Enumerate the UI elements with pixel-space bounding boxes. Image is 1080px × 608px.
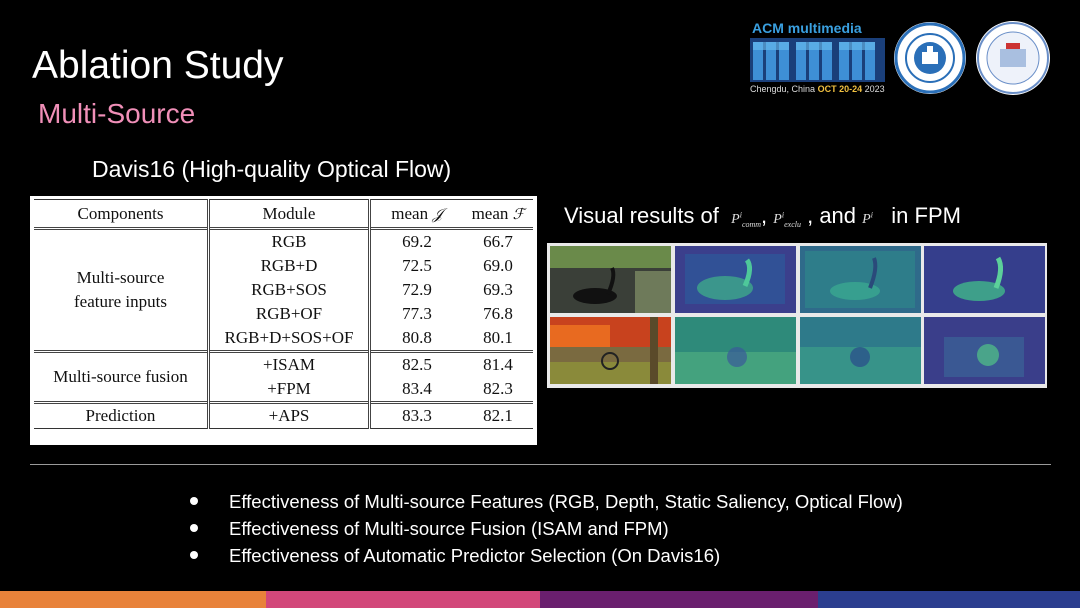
component-cell: Prediction: [34, 401, 210, 429]
p-comm-symbol: Picomm: [731, 210, 762, 229]
mean-f-cell: 81.4: [463, 350, 533, 377]
mean-f-cell: 69.3: [483, 280, 513, 299]
mean-f-cell: 76.8: [483, 304, 513, 323]
section-divider: [30, 464, 1051, 465]
mean-j-cell: 83.4: [402, 379, 432, 398]
footer-bar-purple: [540, 591, 818, 608]
table-row: RGB+D+SOS+OF 80.8 80.1: [34, 326, 533, 352]
bullet-icon: [190, 524, 198, 532]
swan-input-image: [550, 246, 671, 313]
swan-p-map: [924, 246, 1045, 313]
peng-cheng-laboratory-seal-icon: [976, 21, 1050, 95]
module-cell: RGB: [208, 227, 371, 254]
ablation-table-grid: Components Module mean 𝒥 mean ℱ Multi-so…: [34, 199, 533, 429]
mean-f-cell: 82.3: [483, 379, 513, 398]
acm-logo-location: Chengdu, China OCT 20-24 2023: [750, 84, 885, 94]
ablation-table: Components Module mean 𝒥 mean ℱ Multi-so…: [30, 196, 537, 445]
header-mean-j: mean 𝒥: [369, 199, 463, 229]
module-cell: RGB+D: [208, 254, 371, 278]
header-mean-f: mean ℱ: [463, 199, 533, 229]
swan-p-comm-map: [675, 246, 796, 313]
module-cell: +APS: [208, 401, 371, 429]
table-row: Prediction +APS 83.3 82.1: [34, 401, 533, 429]
slide-title: Ablation Study: [32, 44, 284, 87]
table-row: RGB+SOS 72.9 69.3: [34, 278, 533, 302]
p-symbol: Pi: [862, 210, 873, 227]
module-cell: RGB+OF: [208, 302, 371, 326]
module-cell: RGB+SOS: [208, 278, 371, 302]
component-cell: Multi-source fusion: [34, 350, 210, 403]
acm-multimedia-logo: ACM multimedia Chengdu, China OCT 20-24 …: [750, 20, 885, 98]
table-caption: Davis16 (High-quality Optical Flow): [92, 156, 452, 182]
mean-j-cell: 72.9: [402, 280, 432, 299]
list-item: Effectiveness of Automatic Predictor Sel…: [190, 542, 903, 569]
footer-bar-blue: [818, 591, 1080, 608]
p-exclu-symbol: Piexclu: [773, 210, 801, 229]
bike-input-image: [550, 317, 671, 384]
list-item: Effectiveness of Multi-source Fusion (IS…: [190, 515, 903, 542]
table-row: RGB+D 72.5 69.0: [34, 254, 533, 278]
table-row: RGB+OF 77.3 76.8: [34, 302, 533, 326]
component-cell: Multi-source feature inputs: [34, 227, 210, 352]
list-item: Effectiveness of Multi-source Features (…: [190, 488, 903, 515]
bike-p-exclu-map: [800, 317, 921, 384]
visual-results-caption: Visual results of Picomm, Piexclu , and …: [564, 203, 961, 229]
header-module: Module: [208, 199, 371, 229]
mean-j-cell: 82.5: [369, 350, 463, 377]
mean-j-cell: 77.3: [402, 304, 432, 323]
table-row: Multi-source feature inputs RGB 69.2 66.7: [34, 227, 533, 352]
mean-j-cell: 83.3: [369, 401, 463, 429]
bike-p-comm-map: [675, 317, 796, 384]
mean-j-cell: 69.2: [369, 227, 463, 254]
slide-subtitle: Multi-Source: [38, 98, 196, 129]
footer-bar-orange: [0, 591, 266, 608]
module-cell: +FPM: [208, 377, 371, 403]
mean-f-cell: 82.1: [463, 401, 533, 429]
mean-f-cell: 69.0: [483, 256, 513, 275]
mean-j-cell: 80.8: [402, 328, 432, 347]
module-cell: +ISAM: [208, 350, 371, 377]
swan-p-exclu-map: [800, 246, 921, 313]
mean-f-cell: 80.1: [483, 328, 513, 347]
table-header-row: Components Module mean 𝒥 mean ℱ: [34, 199, 533, 229]
table-row: Multi-source fusion +ISAM 82.5 81.4: [34, 350, 533, 403]
bike-p-map: [924, 317, 1045, 384]
findings-list: Effectiveness of Multi-source Features (…: [190, 488, 903, 569]
bullet-icon: [190, 497, 198, 505]
acm-mm-logo-icon: [750, 38, 885, 82]
table-row: +FPM 83.4 82.3: [34, 377, 533, 403]
acm-logo-text: ACM multimedia: [752, 20, 862, 36]
module-cell: RGB+D+SOS+OF: [208, 326, 371, 352]
footer-bar-pink: [266, 591, 540, 608]
mean-j-cell: 72.5: [402, 256, 432, 275]
dalian-university-of-technology-seal-icon: [894, 22, 966, 94]
mean-f-cell: 66.7: [463, 227, 533, 254]
header-components: Components: [34, 199, 210, 229]
visual-results-grid: [547, 243, 1047, 388]
bullet-icon: [190, 551, 198, 559]
